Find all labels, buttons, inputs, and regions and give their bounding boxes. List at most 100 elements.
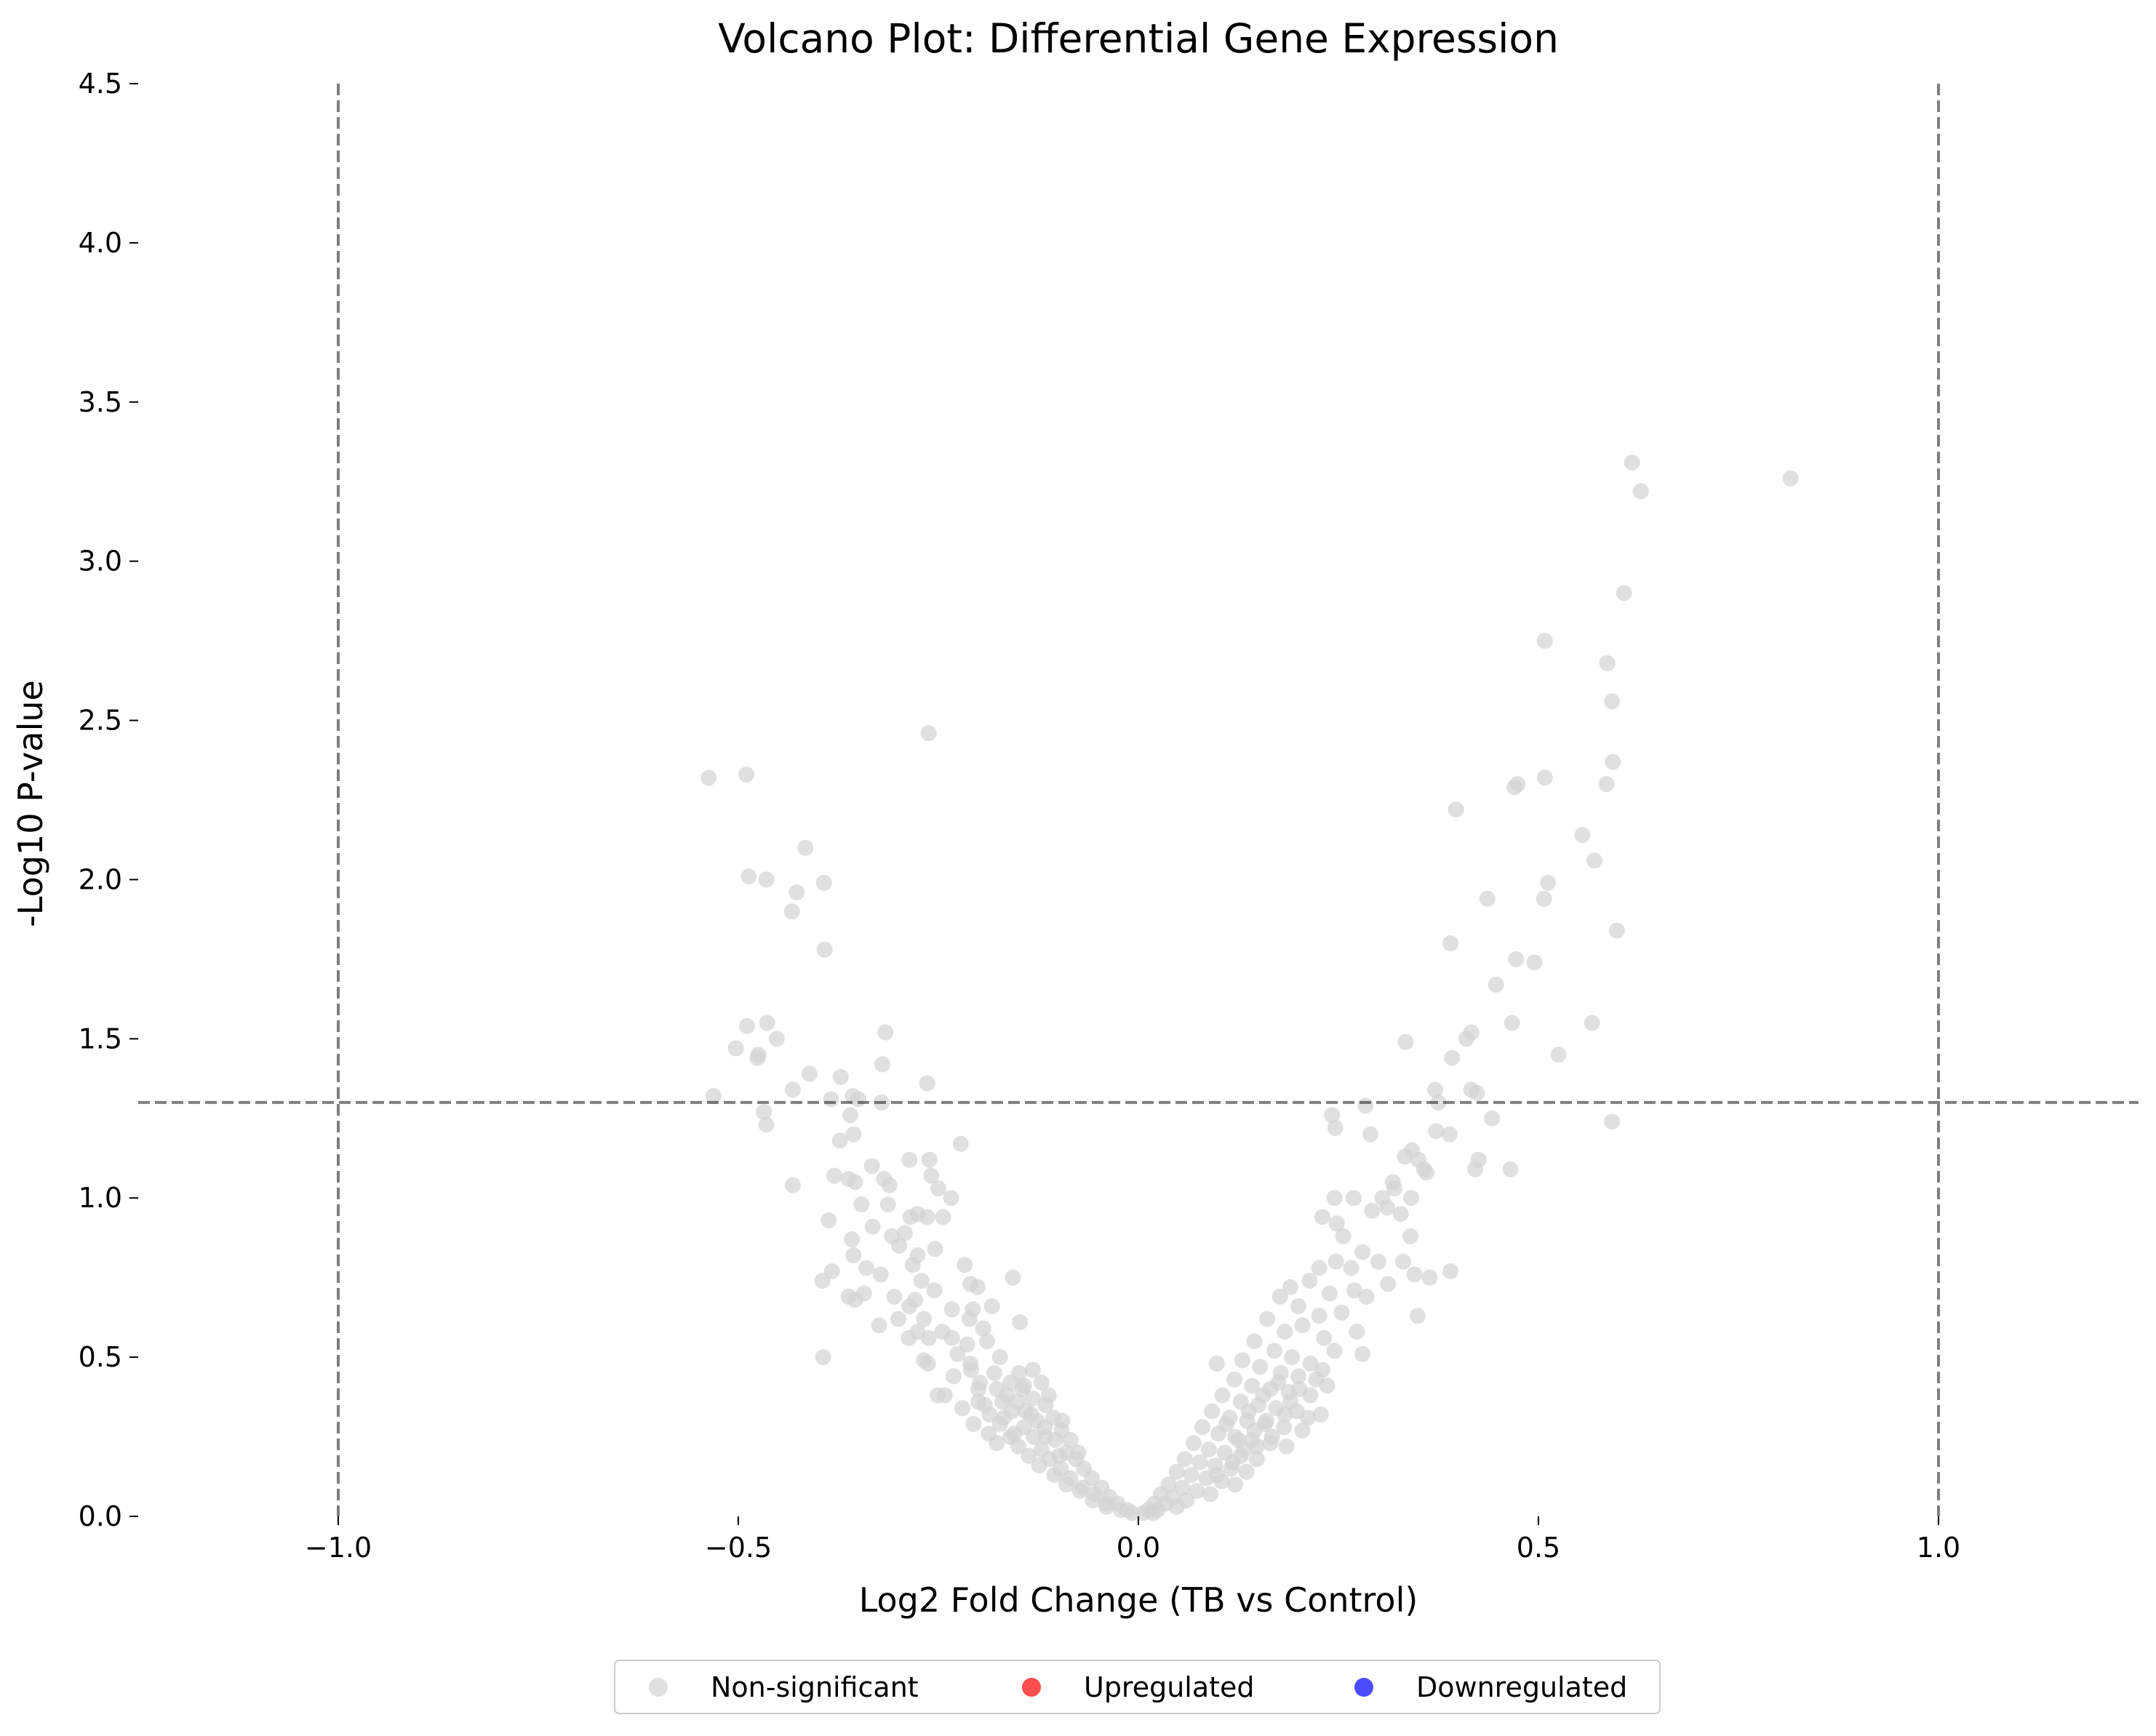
data-point bbox=[739, 1017, 756, 1034]
data-point bbox=[1333, 1304, 1350, 1321]
data-point bbox=[961, 1311, 978, 1327]
data-point bbox=[1276, 1419, 1293, 1436]
data-point bbox=[1427, 1081, 1444, 1098]
series-non-significant bbox=[700, 455, 1799, 1521]
data-point bbox=[1442, 1263, 1458, 1279]
data-point bbox=[926, 1282, 943, 1299]
data-point bbox=[1259, 1311, 1276, 1327]
data-point bbox=[901, 1298, 918, 1315]
data-point bbox=[983, 1298, 1000, 1315]
data-point bbox=[1168, 1463, 1185, 1480]
data-point bbox=[1051, 1447, 1068, 1464]
data-point bbox=[1071, 1483, 1088, 1499]
data-point bbox=[1214, 1387, 1231, 1404]
data-point bbox=[962, 1276, 978, 1292]
data-point bbox=[758, 871, 775, 888]
data-point bbox=[1362, 1126, 1378, 1143]
data-point bbox=[1409, 1308, 1426, 1324]
y-tick-label: 1.0 bbox=[79, 1182, 122, 1214]
data-point bbox=[1282, 1279, 1298, 1295]
data-point bbox=[1238, 1463, 1255, 1480]
data-point bbox=[858, 1260, 874, 1276]
data-point bbox=[1406, 1266, 1423, 1283]
data-point bbox=[815, 1349, 831, 1366]
data-point bbox=[1046, 1467, 1063, 1484]
data-point bbox=[936, 1387, 953, 1404]
data-point bbox=[923, 1167, 940, 1184]
data-point bbox=[1054, 1412, 1071, 1429]
data-point bbox=[832, 1068, 849, 1085]
legend-item: Upregulated bbox=[1022, 1671, 1255, 1703]
data-point bbox=[1403, 1190, 1420, 1207]
data-point bbox=[1294, 1317, 1311, 1334]
data-point bbox=[979, 1333, 996, 1350]
data-point bbox=[1226, 1371, 1242, 1388]
data-point bbox=[823, 1091, 839, 1108]
data-point bbox=[1258, 1412, 1274, 1429]
data-point bbox=[1604, 693, 1621, 710]
y-tick-label: 2.0 bbox=[79, 863, 122, 895]
data-point bbox=[1346, 1282, 1362, 1299]
data-point bbox=[1246, 1333, 1263, 1350]
data-point bbox=[901, 1151, 918, 1168]
data-point bbox=[1314, 1209, 1330, 1225]
data-point bbox=[831, 1132, 848, 1149]
data-point bbox=[815, 874, 832, 891]
data-point bbox=[1010, 1438, 1026, 1455]
data-point bbox=[881, 1177, 898, 1193]
data-point bbox=[896, 1225, 913, 1241]
data-point bbox=[842, 1107, 858, 1124]
y-tick-label: 3.5 bbox=[79, 386, 122, 418]
data-point bbox=[1277, 1324, 1293, 1340]
data-point bbox=[1458, 1031, 1474, 1047]
data-point bbox=[1284, 1349, 1301, 1366]
data-point bbox=[1345, 1190, 1362, 1207]
data-point bbox=[1343, 1260, 1360, 1276]
data-point bbox=[1536, 769, 1553, 786]
data-point bbox=[1392, 1206, 1409, 1223]
data-point bbox=[1200, 1441, 1217, 1458]
data-point bbox=[738, 767, 754, 783]
data-point bbox=[814, 1273, 831, 1289]
data-point bbox=[783, 903, 800, 920]
data-point bbox=[863, 1158, 880, 1175]
legend-marker bbox=[649, 1678, 668, 1697]
data-point bbox=[1358, 1288, 1375, 1305]
legend-marker bbox=[1354, 1678, 1373, 1697]
data-point bbox=[1502, 1161, 1519, 1177]
data-point bbox=[1357, 1097, 1374, 1114]
data-point bbox=[1208, 1355, 1225, 1372]
data-point bbox=[1234, 1352, 1250, 1369]
data-point bbox=[1397, 1148, 1413, 1165]
data-point bbox=[1782, 470, 1799, 487]
data-point bbox=[919, 1209, 935, 1225]
data-point bbox=[1624, 455, 1640, 471]
data-point bbox=[1278, 1438, 1295, 1455]
data-point bbox=[890, 1311, 906, 1327]
data-point bbox=[919, 1355, 936, 1372]
data-point bbox=[1031, 1457, 1047, 1473]
data-point bbox=[1002, 1375, 1018, 1391]
data-point bbox=[1290, 1298, 1306, 1315]
data-point bbox=[1416, 1161, 1432, 1177]
data-point bbox=[1479, 890, 1496, 907]
data-point bbox=[879, 1196, 896, 1212]
data-point bbox=[816, 941, 833, 958]
data-point bbox=[1526, 954, 1543, 971]
data-point bbox=[864, 1218, 881, 1235]
data-point bbox=[1484, 1110, 1501, 1127]
legend-item: Downregulated bbox=[1354, 1671, 1627, 1703]
data-point bbox=[1029, 1412, 1045, 1429]
data-point bbox=[996, 1409, 1013, 1426]
data-point bbox=[1263, 1428, 1280, 1445]
data-point bbox=[1380, 1276, 1397, 1292]
data-point bbox=[1290, 1368, 1306, 1385]
data-point bbox=[705, 1088, 722, 1105]
data-point bbox=[916, 1311, 933, 1327]
data-point bbox=[801, 1065, 818, 1082]
data-point bbox=[1191, 1454, 1208, 1471]
data-point bbox=[1271, 1288, 1288, 1305]
data-point bbox=[1227, 1476, 1244, 1493]
data-point bbox=[1037, 1428, 1054, 1445]
